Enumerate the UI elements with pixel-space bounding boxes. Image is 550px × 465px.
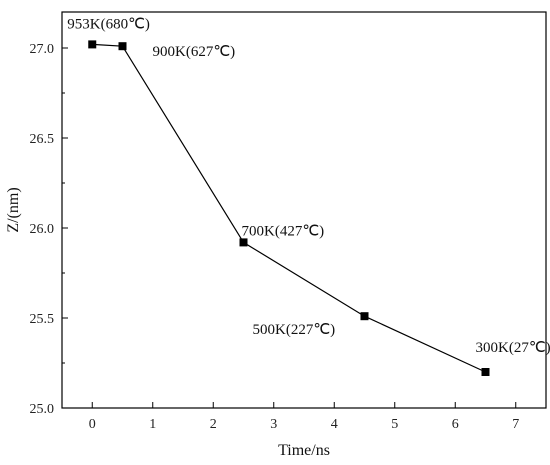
y-axis-title: Z/(nm)	[5, 187, 22, 232]
data-point-0	[88, 40, 97, 49]
y-tick-label-4: 27.0	[30, 42, 55, 57]
x-axis: 0 1 2 3 4 5 6 7	[89, 402, 519, 432]
data-point-4	[481, 368, 490, 376]
plot-frame	[61, 11, 547, 409]
y-tick-label-2: 26.0	[30, 222, 55, 237]
point-label-4: 300K(27℃)	[476, 340, 550, 356]
data-point-3	[360, 312, 369, 321]
x-tick-label-0: 0	[89, 417, 96, 432]
x-tick-label-5: 5	[391, 417, 398, 432]
x-axis-title: Time/ns	[278, 442, 330, 459]
y-tick-label-3: 26.5	[30, 132, 55, 147]
point-label-0: 953K(680℃)	[67, 16, 150, 32]
point-labels: 953K(680℃)900K(627℃) 700K(427℃) 500K(227℃)…	[67, 16, 550, 356]
series-markers	[88, 40, 490, 376]
y-tick-label-1: 25.5	[30, 312, 55, 327]
x-tick-label-2: 2	[210, 417, 217, 432]
y-axis: 25.0 25.5 26.0 26.5 27.0	[30, 42, 68, 417]
data-point-1	[118, 42, 127, 51]
x-tick-label-1: 1	[149, 417, 156, 432]
x-tick-label-7: 7	[512, 417, 519, 432]
x-tick-label-4: 4	[331, 417, 338, 432]
y-tick-label-0: 25.0	[30, 402, 55, 417]
data-point-2	[239, 238, 248, 247]
point-label-3: 500K(227℃)	[253, 322, 336, 338]
x-tick-label-3: 3	[270, 417, 277, 432]
x-tick-label-6: 6	[452, 417, 459, 432]
point-label-1: 900K(627℃)	[153, 44, 236, 60]
point-label-2: 700K(427℃)	[242, 223, 325, 239]
